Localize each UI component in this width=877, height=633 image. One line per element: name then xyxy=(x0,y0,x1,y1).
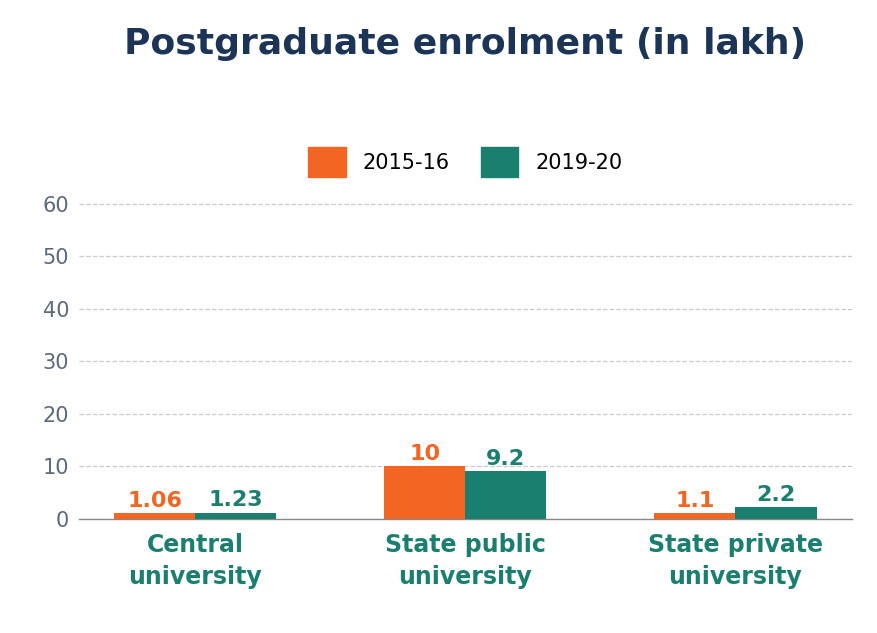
Text: 9.2: 9.2 xyxy=(486,449,524,468)
Bar xyxy=(735,508,816,519)
Text: 1.1: 1.1 xyxy=(674,491,714,511)
Bar xyxy=(465,471,545,519)
Legend: 2015-16, 2019-20: 2015-16, 2019-20 xyxy=(297,137,632,187)
Bar xyxy=(653,513,735,519)
Bar xyxy=(114,513,195,519)
Text: Postgraduate enrolment (in lakh): Postgraduate enrolment (in lakh) xyxy=(125,27,805,61)
Text: 10: 10 xyxy=(409,444,440,465)
Text: 2.2: 2.2 xyxy=(756,486,795,505)
Bar xyxy=(384,467,465,519)
Text: 1.23: 1.23 xyxy=(208,491,263,510)
Text: 1.06: 1.06 xyxy=(127,491,182,511)
Bar xyxy=(195,513,276,519)
